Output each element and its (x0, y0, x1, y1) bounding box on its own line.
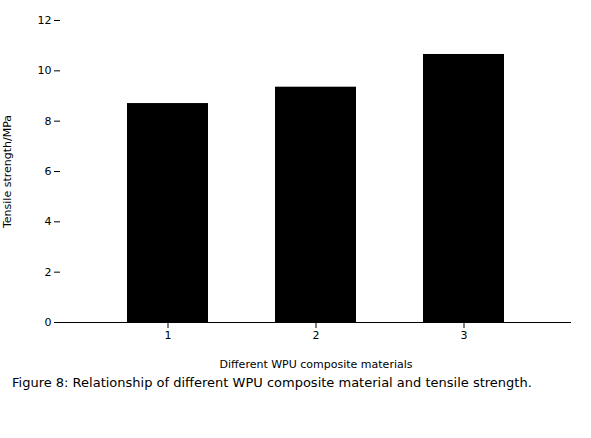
svg-text:Different WPU composite materi: Different WPU composite materials (220, 358, 413, 371)
svg-text:8: 8 (45, 115, 52, 128)
svg-text:6: 6 (45, 165, 52, 178)
svg-text:Tensile strength/MPa: Tensile strength/MPa (1, 115, 14, 229)
html-text:Figure 8: Relationship of diff: Figure 8: Relationship of different WPU … (12, 375, 532, 390)
svg-text:4: 4 (45, 215, 52, 228)
svg-text:0: 0 (45, 316, 52, 329)
svg-text:2: 2 (45, 266, 52, 279)
svg-text:12: 12 (38, 14, 52, 27)
svg-text:3: 3 (461, 329, 468, 342)
svg-text:2: 2 (313, 329, 320, 342)
svg-text:10: 10 (38, 64, 52, 77)
svg-text:1: 1 (165, 329, 172, 342)
